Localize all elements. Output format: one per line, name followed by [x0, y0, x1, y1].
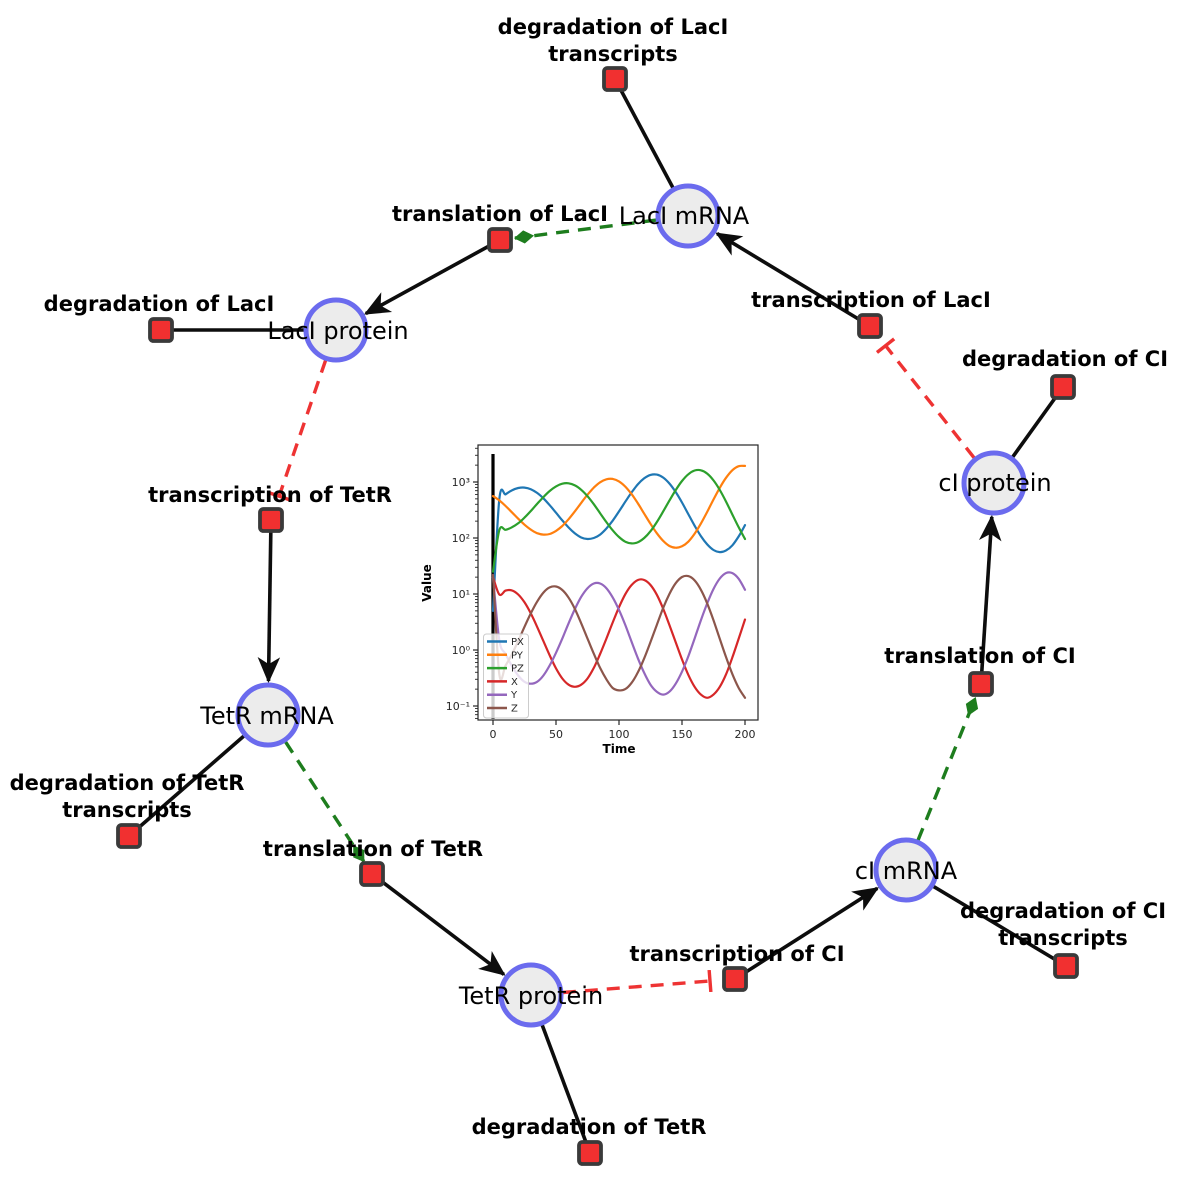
series-PZ [491, 468, 747, 573]
species-label-laci_mrna: LacI mRNA [619, 202, 750, 230]
edge-production-transl_ci-to-ci_protein [979, 514, 1002, 685]
edge-inhibition-tetr_protein-to-transcription_ci [562, 969, 713, 995]
reaction-node-transl_tetr [359, 861, 385, 887]
reaction-node-transcription_ci [722, 966, 748, 992]
series-PX [491, 473, 747, 612]
x-axis-label: Time [603, 742, 636, 756]
edges-layer [127, 78, 1067, 1154]
x-tick-label: 100 [609, 728, 630, 741]
series-layer [491, 464, 747, 699]
species-label-ci_protein: cI protein [938, 469, 1051, 497]
edge-production-transcription_laci-to-laci_mrna [715, 232, 871, 328]
species-node-tetr_mrna [235, 682, 301, 748]
species-node-laci_protein [303, 297, 369, 363]
edge-activation-laci_mrna-to-transl_laci [513, 218, 657, 244]
edge-inhibition-ci_protein-to-transcription_laci [875, 337, 976, 459]
edge-activation-tetr_mrna-to-transl_tetr [284, 740, 366, 863]
series-Z [491, 573, 747, 699]
plot-spines [477, 444, 759, 721]
y-tick-label: 10⁰ [452, 644, 471, 657]
reaction-label-transl_tetr: translation of TetR [263, 837, 483, 861]
legend-label-PY: PY [511, 650, 524, 661]
reaction-node-transcription_laci [857, 313, 883, 339]
legend-label-X: X [511, 677, 518, 688]
reaction-node-deg_ci [1050, 374, 1076, 400]
edge-activation-ci_mrna-to-transl_ci [916, 697, 979, 841]
edge-degradation-laci_mrna-to-deg_laci_tx [613, 78, 675, 190]
time-series-inset-plot: 0 50 100 150 20010⁻¹10⁰10¹10²10³TimeValuePXP… [420, 444, 759, 756]
x-tick-label: 50 [549, 728, 563, 741]
series-X [491, 576, 747, 699]
legend-label-Y: Y [510, 690, 518, 701]
reaction-node-deg_laci [148, 317, 174, 343]
edge-production-transl_tetr-to-tetr_protein [370, 872, 506, 976]
y-axis-label: Value [420, 564, 434, 602]
edge-inhibition-laci_protein-to-transcription_tetr [268, 359, 328, 502]
reaction-node-transl_laci [487, 227, 513, 253]
reaction-label-transl_laci: translation of LacI [392, 202, 608, 226]
edge-degradation-tetr_mrna-to-deg_tetr_tx [127, 734, 246, 838]
species-node-ci_mrna [873, 837, 939, 903]
y-tick-label: 10⁻¹ [446, 700, 470, 713]
reaction-label-deg_ci_tx: degradation of CI transcripts [960, 899, 1166, 950]
reaction-node-deg_laci_tx [602, 66, 628, 92]
y-tick-label: 10¹ [452, 588, 470, 601]
legend-label-PZ: PZ [511, 664, 524, 675]
series-Y [491, 571, 747, 696]
species-node-tetr_protein [498, 962, 564, 1028]
x-tick-label: 0 [490, 728, 497, 741]
edge-production-transl_laci-to-laci_protein [363, 238, 501, 316]
series-PY [491, 464, 747, 549]
edge-production-transcription_tetr-to-tetr_mrna [257, 519, 281, 684]
reaction-node-deg_tetr_tx [116, 823, 142, 849]
reaction-node-deg_tetr [577, 1140, 603, 1166]
reaction-label-deg_ci: degradation of CI [962, 347, 1168, 371]
x-tick-label: 200 [735, 728, 756, 741]
y-tick-label: 10² [452, 532, 470, 545]
reaction-label-transcription_tetr: transcription of TetR [148, 483, 392, 507]
species-label-tetr_mrna: TetR mRNA [199, 702, 334, 730]
reaction-label-deg_tetr_tx: degradation of TetR transcripts [10, 771, 245, 822]
reaction-label-deg_tetr: degradation of TetR [472, 1115, 707, 1139]
legend-label-Z: Z [511, 704, 518, 715]
legend: PX PY PZ XYZ [483, 633, 529, 719]
reaction-node-transl_ci [968, 671, 994, 697]
reaction-node-transcription_tetr [258, 507, 284, 533]
y-tick-label: 10³ [452, 476, 470, 489]
reaction-label-deg_laci_tx: degradation of LacI transcripts [498, 15, 729, 66]
reaction-label-transcription_ci: transcription of CI [629, 942, 844, 966]
reaction-node-deg_ci_tx [1053, 953, 1079, 979]
reaction-label-deg_laci: degradation of LacI [44, 292, 275, 316]
edge-degradation-tetr_protein-to-deg_tetr [540, 1023, 592, 1154]
edge-production-transcription_ci-to-ci_mrna [734, 886, 880, 981]
species-node-laci_mrna [655, 183, 721, 249]
species-label-laci_protein: LacI protein [267, 317, 408, 345]
x-tick-label: 150 [672, 728, 693, 741]
edge-degradation-ci_mrna-to-deg_ci_tx [931, 884, 1067, 968]
reaction-label-transl_ci: translation of CI [884, 644, 1075, 668]
species-label-tetr_protein: TetR protein [458, 982, 603, 1010]
species-node-ci_protein [961, 450, 1027, 516]
species-label-ci_mrna: cI mRNA [855, 857, 958, 885]
labels-layer: LacI mRNA LacI protein TetR mRNA TetR prote… [10, 15, 1168, 1139]
legend-label-PX: PX [511, 637, 524, 648]
reaction-label-transcription_laci: transcription of LacI [751, 288, 991, 312]
nodes-layer [116, 66, 1079, 1166]
